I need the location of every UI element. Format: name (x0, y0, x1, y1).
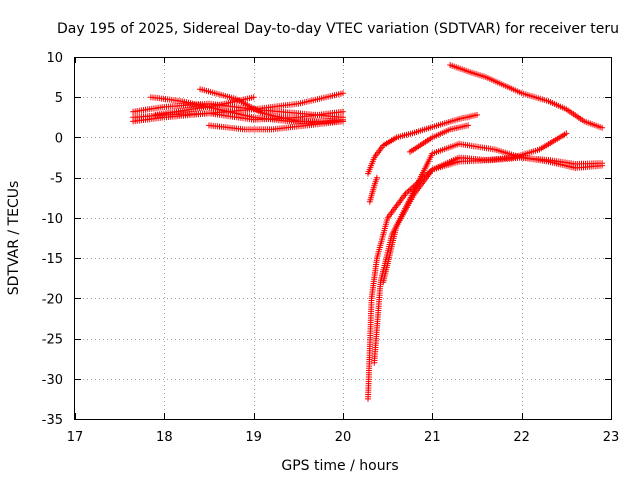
x-tick-label: 17 (67, 430, 84, 445)
tick-labels: 17 18 19 20 21 22 23 10 5 0 -5 -10 -15 -20 -25 -30 -35 (42, 51, 620, 445)
x-tick-label: 23 (603, 430, 620, 445)
x-tick-label: 18 (156, 430, 173, 445)
series-s8 (365, 111, 480, 177)
y-tick-label: -5 (50, 172, 63, 187)
data-point-markers (380, 140, 606, 286)
series-s13 (407, 122, 472, 155)
x-tick-label: 20 (335, 430, 352, 445)
axis-ticks (75, 57, 612, 420)
grid-lines (75, 57, 611, 419)
x-tick-label: 19 (245, 430, 262, 445)
series-s5 (197, 86, 346, 125)
y-tick-label: -35 (42, 413, 63, 428)
y-tick-label: 10 (46, 51, 63, 66)
x-tick-label: 21 (424, 430, 441, 445)
y-tick-label: -30 (42, 373, 63, 388)
series-s14 (447, 62, 606, 131)
y-tick-label: 5 (55, 91, 63, 106)
data-point-markers (366, 174, 380, 205)
series-s12 (366, 174, 380, 205)
y-axis-label: SDTVAR / TECUs (6, 181, 22, 296)
data-point-markers (407, 122, 472, 155)
y-tick-label: -20 (42, 292, 63, 307)
data-point-markers (365, 154, 606, 402)
y-tick-label: -10 (42, 212, 63, 227)
data-point-markers (365, 111, 480, 177)
data-point-markers (197, 86, 346, 125)
chart-title: Day 195 of 2025, Sidereal Day-to-day VTE… (57, 21, 619, 37)
y-tick-label: -25 (42, 333, 63, 348)
data-point-markers (371, 130, 570, 366)
data-points (130, 62, 606, 402)
data-point-markers (206, 118, 346, 133)
series-s6 (152, 94, 257, 118)
data-point-markers (447, 62, 606, 131)
data-point-markers (152, 94, 257, 118)
x-tick-label: 22 (513, 430, 530, 445)
y-tick-label: -15 (42, 252, 63, 267)
y-tick-label: 0 (55, 131, 63, 146)
x-axis-label: GPS time / hours (281, 458, 398, 474)
series-s9 (365, 154, 606, 402)
series-s11 (380, 140, 606, 286)
series-s7 (206, 118, 346, 133)
series-s10 (371, 130, 570, 366)
